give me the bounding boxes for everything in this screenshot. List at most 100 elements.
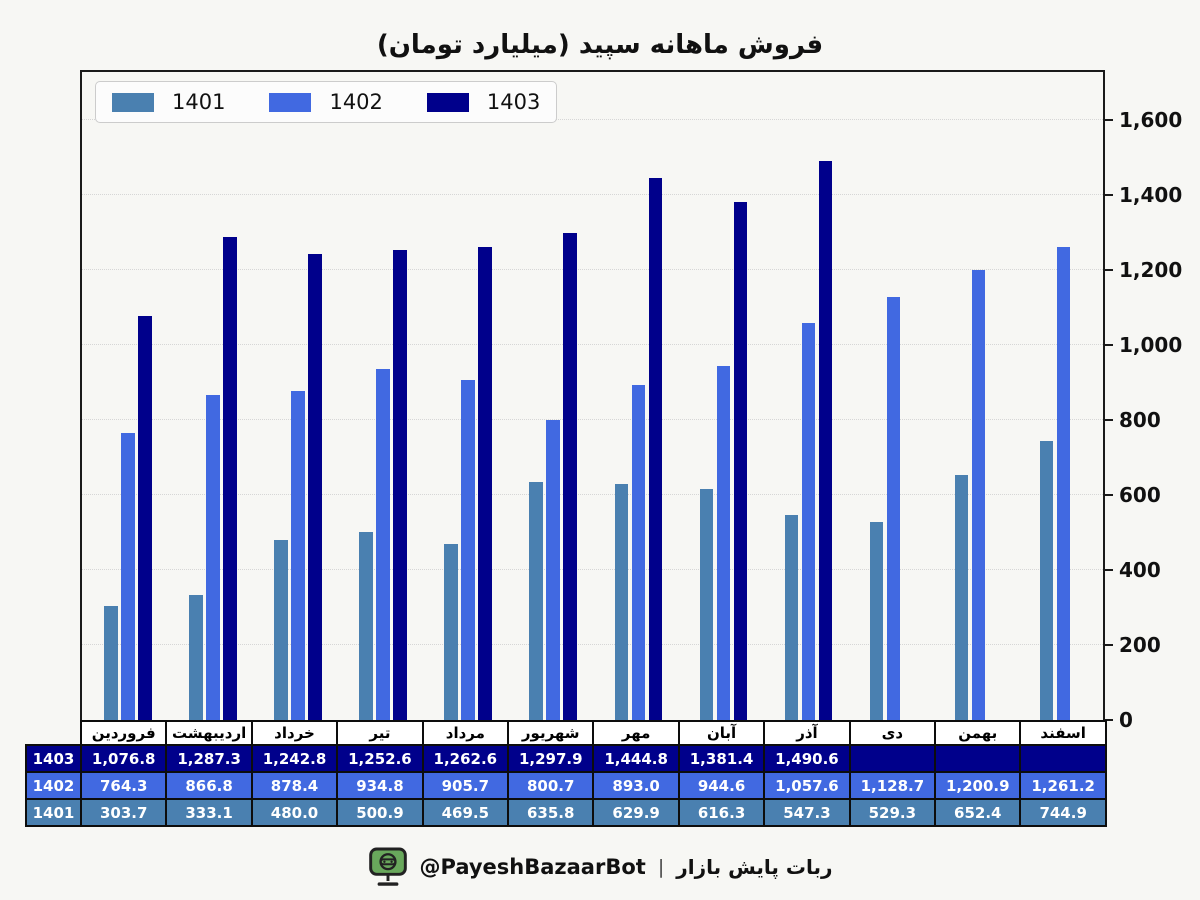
table-corner-cell bbox=[26, 721, 81, 745]
table-cell: 333.1 bbox=[165, 798, 253, 827]
table-cell: 866.8 bbox=[165, 771, 253, 800]
y-tick-mark bbox=[1105, 344, 1113, 346]
table-cell: 547.3 bbox=[763, 798, 851, 827]
bar-1401 bbox=[699, 488, 714, 720]
table-cell: 764.3 bbox=[79, 771, 168, 800]
table-cell: 1,261.2 bbox=[1019, 771, 1107, 800]
table-cell: 616.3 bbox=[677, 798, 766, 827]
bar-1401 bbox=[1039, 440, 1054, 720]
gridline bbox=[82, 269, 1103, 270]
table-month-header: آذر bbox=[763, 720, 851, 746]
y-axis: 0 200 400 600 800 1,000 1,200 1,400 1,600 bbox=[1105, 70, 1200, 731]
footer-caption: ربات پایش بازار bbox=[676, 855, 833, 879]
bar-1402 bbox=[206, 394, 220, 720]
table-cell: 1,200.9 bbox=[934, 771, 1022, 800]
gridline bbox=[82, 194, 1103, 195]
table-cell: 878.4 bbox=[250, 771, 339, 800]
y-tick-label: 800 bbox=[1119, 408, 1161, 432]
table-cell: 529.3 bbox=[848, 798, 937, 827]
table-cell bbox=[848, 744, 937, 773]
bot-handle: @PayeshBazaarBot bbox=[419, 855, 646, 879]
y-tick-label: 200 bbox=[1119, 633, 1161, 657]
table-month-header: خرداد bbox=[250, 720, 339, 746]
y-tick-label: 0 bbox=[1119, 708, 1133, 732]
gridline bbox=[82, 419, 1103, 420]
table-cell: 1,252.6 bbox=[336, 744, 424, 773]
legend-item-1403: 1403 bbox=[426, 90, 541, 114]
table-cell: 905.7 bbox=[421, 771, 510, 800]
bar-1402 bbox=[801, 323, 816, 720]
bar-1402 bbox=[461, 380, 475, 720]
bar-1402 bbox=[971, 269, 986, 720]
table-cell: 1,057.6 bbox=[763, 771, 851, 800]
table-cell: 1,076.8 bbox=[79, 744, 168, 773]
table-cell: 303.7 bbox=[79, 798, 168, 827]
bar-1401 bbox=[784, 514, 799, 720]
bar-1403 bbox=[733, 201, 748, 720]
table-cell: 652.4 bbox=[934, 798, 1022, 827]
bar-1401 bbox=[444, 543, 458, 720]
table-month-header: مهر bbox=[592, 720, 680, 746]
bar-1403 bbox=[223, 237, 237, 720]
y-tick-label: 400 bbox=[1119, 558, 1161, 582]
table-month-header: فروردین bbox=[79, 720, 168, 746]
table-row: 1402 764.3 866.8 878.4 934.8 905.7 800.7 893.0 9… bbox=[25, 771, 1107, 800]
table-month-header: اسفند bbox=[1019, 720, 1107, 746]
table-cell: 1,242.8 bbox=[250, 744, 339, 773]
table-row-label: 1403 bbox=[25, 744, 82, 773]
table-cell: 1,128.7 bbox=[848, 771, 937, 800]
table-month-header: دی bbox=[848, 720, 937, 746]
bar-1402 bbox=[376, 369, 390, 720]
legend-item-1401: 1401 bbox=[112, 90, 225, 114]
bar-1402 bbox=[546, 419, 560, 720]
gridline bbox=[82, 494, 1103, 495]
bar-1402 bbox=[121, 433, 135, 720]
table-row-label: 1401 bbox=[25, 798, 82, 827]
legend-label: 1403 bbox=[486, 90, 541, 114]
bar-1401 bbox=[529, 481, 543, 720]
bar-1403 bbox=[308, 253, 322, 720]
gridline bbox=[82, 569, 1103, 570]
robot-monitor-icon bbox=[368, 846, 408, 888]
footer-separator: | bbox=[657, 856, 665, 878]
bar-1403 bbox=[563, 233, 577, 720]
y-tick-mark bbox=[1105, 419, 1113, 421]
bar-1402 bbox=[1056, 247, 1071, 720]
table-cell: 934.8 bbox=[336, 771, 424, 800]
y-tick-label: 600 bbox=[1119, 483, 1161, 507]
legend-swatch-icon bbox=[112, 92, 154, 112]
bar-1401 bbox=[614, 483, 628, 720]
table-row-label: 1402 bbox=[25, 771, 82, 800]
bar-1402 bbox=[291, 390, 305, 720]
y-tick-label: 1,600 bbox=[1119, 108, 1183, 132]
table-cell: 1,444.8 bbox=[592, 744, 680, 773]
bar-1403 bbox=[393, 250, 407, 720]
table-cell: 744.9 bbox=[1019, 798, 1107, 827]
table-row: 1401 303.7 333.1 480.0 500.9 469.5 635.8 629.9 6… bbox=[25, 798, 1107, 827]
gridline bbox=[82, 344, 1103, 345]
table-row: 1403 1,076.8 1,287.3 1,242.8 1,252.6 1,262.6 1… bbox=[25, 744, 1107, 773]
legend-label: 1401 bbox=[172, 90, 226, 114]
y-tick-mark bbox=[1105, 569, 1113, 571]
bar-1403 bbox=[648, 178, 662, 720]
y-tick-mark bbox=[1105, 194, 1113, 196]
legend-label: 1402 bbox=[329, 90, 383, 114]
footer: @PayeshBazaarBot | ربات پایش بازار bbox=[0, 846, 1200, 888]
y-tick-mark bbox=[1105, 119, 1113, 121]
table-cell: 1,490.6 bbox=[763, 744, 851, 773]
table-month-header: اردیبهشت bbox=[165, 720, 253, 746]
gridline bbox=[82, 644, 1103, 645]
legend-swatch-icon bbox=[426, 92, 469, 112]
y-tick-label: 1,400 bbox=[1119, 183, 1183, 207]
y-tick-mark bbox=[1105, 644, 1113, 646]
table-cell bbox=[1019, 744, 1107, 773]
y-tick-mark bbox=[1105, 719, 1113, 721]
monthly-values-table: فروردین اردیبهشت خرداد تیر مرداد شهریور مهر آبا… bbox=[25, 720, 1107, 827]
table-month-header: بهمن bbox=[934, 720, 1022, 746]
bar-1403 bbox=[478, 246, 492, 720]
bar-1401 bbox=[104, 606, 118, 720]
legend-item-1402: 1402 bbox=[269, 90, 383, 114]
legend-swatch-icon bbox=[269, 92, 312, 112]
table-month-header: تیر bbox=[336, 720, 424, 746]
